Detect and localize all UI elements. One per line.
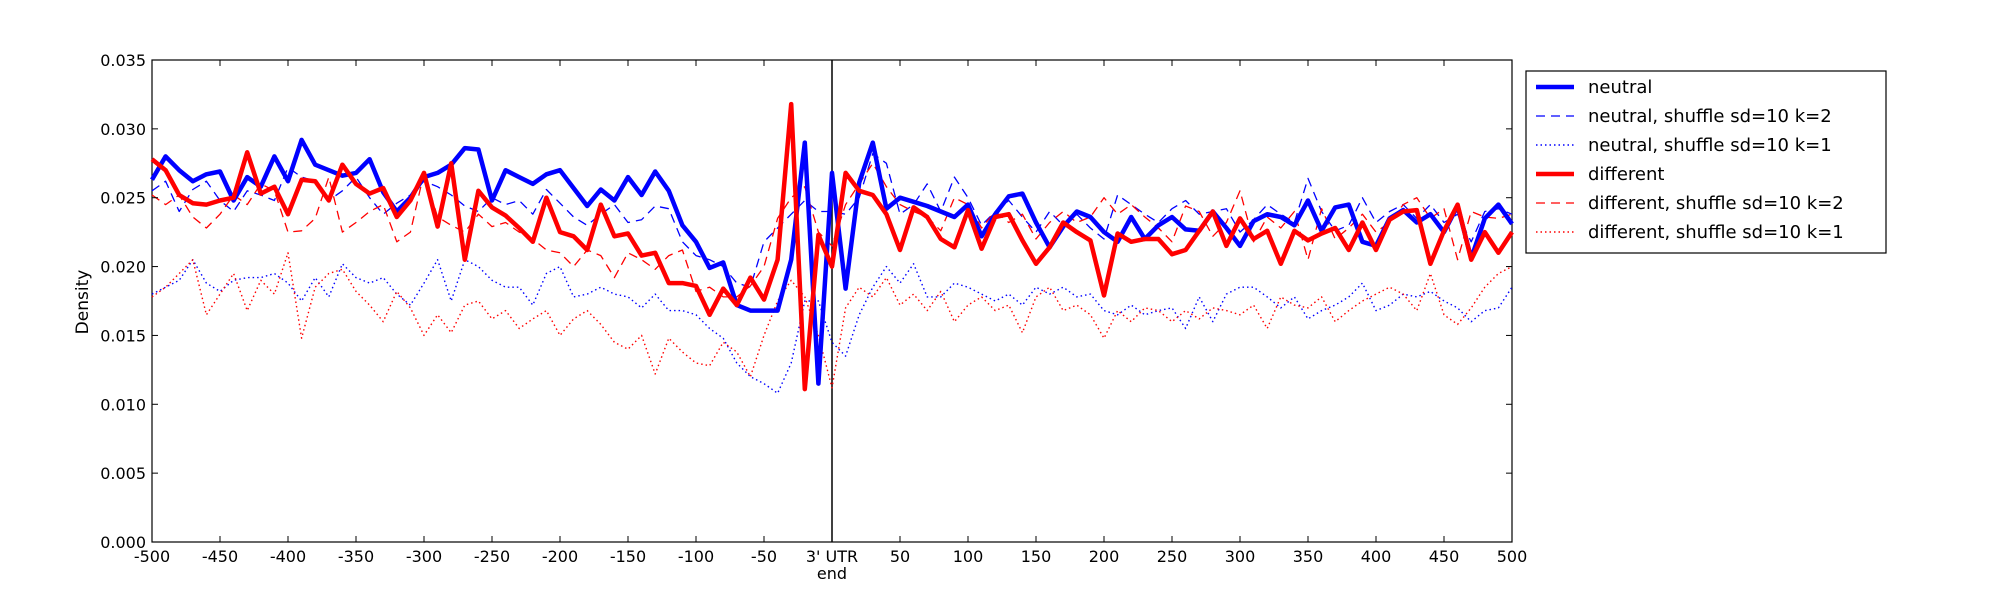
y-tick-label: 0.020: [100, 258, 146, 277]
x-tick-label: -250: [474, 547, 510, 566]
x-tick-label: 500: [1497, 547, 1528, 566]
legend-label-0: neutral: [1588, 77, 1652, 98]
x-tick-label: -350: [338, 547, 374, 566]
legend-label-2: neutral, shuffle sd=10 k=1: [1588, 135, 1832, 156]
series-line-3: [150, 101, 1514, 392]
x-tick-label: -100: [678, 547, 714, 566]
legend-label-1: neutral, shuffle sd=10 k=2: [1588, 106, 1832, 127]
y-tick-label: 0.015: [100, 326, 146, 345]
legend: neutral neutral, shuffle sd=10 k=2 neutral…: [1525, 70, 1887, 254]
series-line-5: [151, 252, 1513, 389]
x-tick-label: 100: [953, 547, 984, 566]
y-tick-label: 0.000: [100, 533, 146, 552]
legend-label-5: different, shuffle sd=10 k=1: [1588, 222, 1844, 243]
x-tick-label: -450: [202, 547, 238, 566]
y-tick-label: 0.025: [100, 189, 146, 208]
y-tick-label: 0.030: [100, 120, 146, 139]
legend-box: [1525, 70, 1887, 254]
y-tick-label: 0.035: [100, 51, 146, 70]
x-tick-label: -50: [751, 547, 777, 566]
y-tick-label: 0.010: [100, 395, 146, 414]
series-line-1: [151, 152, 1513, 288]
y-tick-label: 0.005: [100, 464, 146, 483]
legend-label-4: different, shuffle sd=10 k=2: [1588, 193, 1844, 214]
x-tick-label: -150: [610, 547, 646, 566]
x-tick-label: 350: [1293, 547, 1324, 566]
series-line-4: [151, 162, 1513, 298]
x-tick-label: 3' UTR end: [806, 547, 858, 583]
x-tick-label: 450: [1429, 547, 1460, 566]
x-tick-label: -300: [406, 547, 442, 566]
x-tick-label: 400: [1361, 547, 1392, 566]
x-tick-label: -200: [542, 547, 578, 566]
x-tick-label: 50: [890, 547, 910, 566]
legend-label-3: different: [1588, 164, 1664, 185]
x-tick-label: -400: [270, 547, 306, 566]
series-line-0: [150, 137, 1514, 386]
x-tick-label: -500: [134, 547, 170, 566]
x-tick-label: 300: [1225, 547, 1256, 566]
x-tick-label: 150: [1021, 547, 1052, 566]
x-tick-label: 250: [1157, 547, 1188, 566]
x-tick-label: 200: [1089, 547, 1120, 566]
y-axis-label: Density: [73, 270, 93, 335]
